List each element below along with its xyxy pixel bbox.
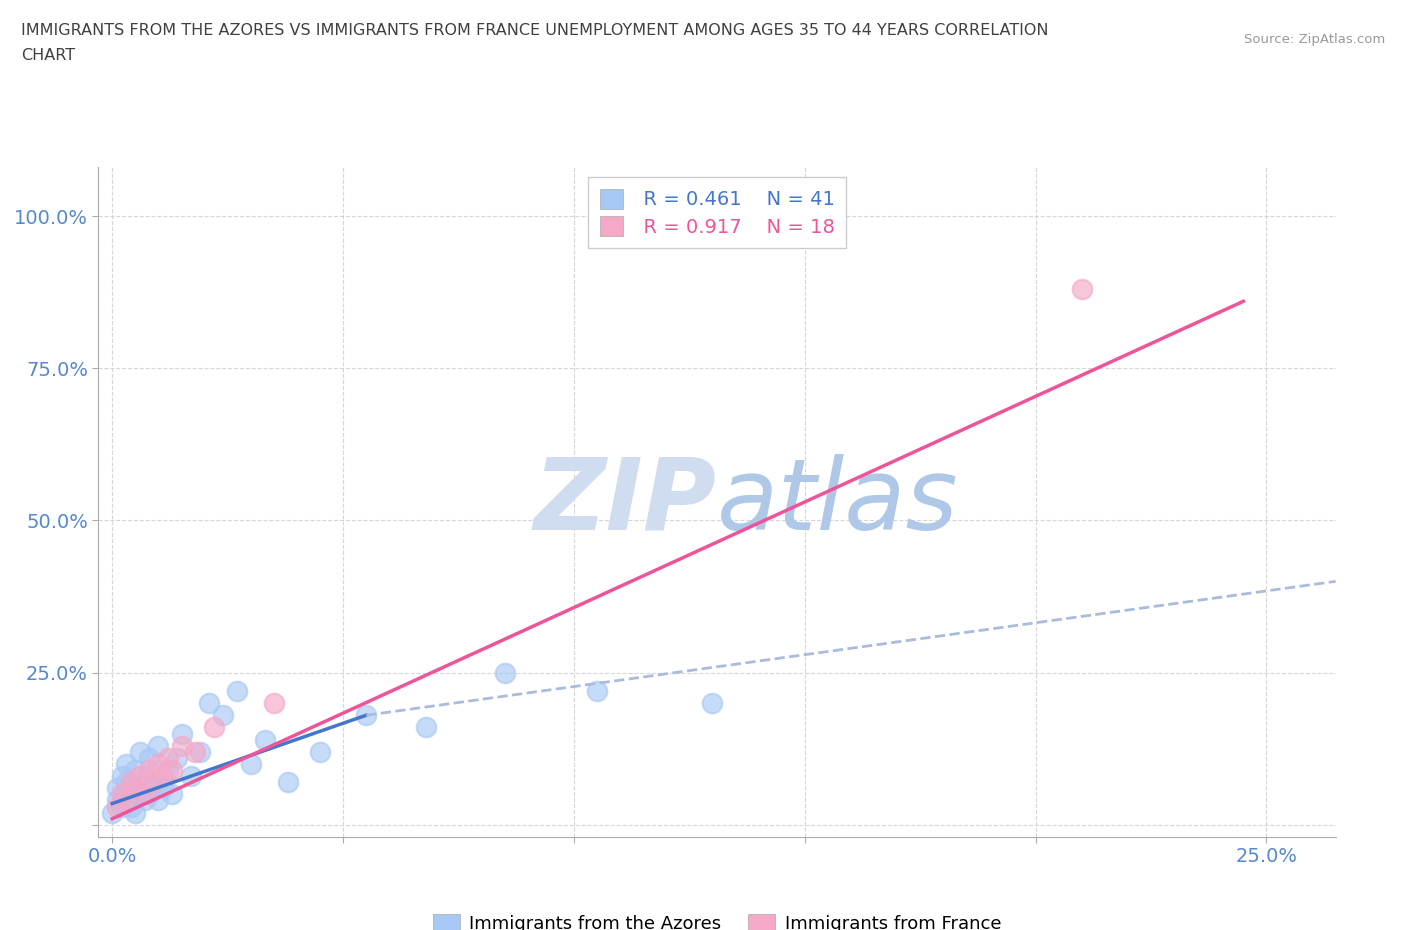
Point [1070, 282, 1092, 297]
Point [134, 793, 156, 808]
Point [110, 799, 132, 814]
Point [134, 787, 156, 802]
Point [120, 775, 142, 790]
Point [180, 769, 202, 784]
Text: atlas: atlas [717, 454, 959, 551]
Point [277, 775, 299, 790]
Point [124, 763, 146, 777]
Point [184, 744, 207, 759]
Point [142, 775, 165, 790]
Point [253, 732, 276, 747]
Point [138, 751, 160, 765]
Point [115, 775, 138, 790]
Point [115, 756, 138, 771]
Point [202, 720, 225, 735]
Point [120, 781, 142, 796]
Point [166, 751, 188, 765]
Point [115, 793, 138, 808]
Point [110, 769, 132, 784]
Point [494, 665, 516, 680]
Point [124, 781, 146, 796]
Point [702, 696, 724, 711]
Point [263, 696, 285, 711]
Point [138, 787, 160, 802]
Text: Source: ZipAtlas.com: Source: ZipAtlas.com [1244, 33, 1385, 46]
Text: ZIP: ZIP [534, 454, 717, 551]
Point [148, 756, 170, 771]
Point [129, 787, 152, 802]
Text: IMMIGRANTS FROM THE AZORES VS IMMIGRANTS FROM FRANCE UNEMPLOYMENT AMONG AGES 35 : IMMIGRANTS FROM THE AZORES VS IMMIGRANTS… [21, 23, 1049, 38]
Point [105, 799, 128, 814]
Point [162, 763, 184, 777]
Point [152, 781, 174, 796]
Point [148, 793, 170, 808]
Point [188, 744, 211, 759]
Point [134, 769, 156, 784]
Point [170, 738, 193, 753]
Point [226, 684, 249, 698]
Point [309, 744, 332, 759]
Point [170, 726, 193, 741]
Point [148, 738, 170, 753]
Point [354, 708, 377, 723]
Point [105, 781, 128, 796]
Point [105, 793, 128, 808]
Point [162, 787, 184, 802]
Point [120, 799, 142, 814]
Point [156, 763, 179, 777]
Point [129, 744, 152, 759]
Point [198, 696, 221, 711]
Point [239, 756, 262, 771]
Point [115, 793, 138, 808]
Point [212, 708, 235, 723]
Point [124, 805, 146, 820]
Point [110, 787, 132, 802]
Point [101, 805, 124, 820]
Point [586, 684, 609, 698]
Point [156, 751, 179, 765]
Point [415, 720, 437, 735]
Point [129, 769, 152, 784]
Text: CHART: CHART [21, 48, 75, 63]
Point [110, 787, 132, 802]
Point [142, 775, 165, 790]
Point [138, 763, 160, 777]
Legend: Immigrants from the Azores, Immigrants from France: Immigrants from the Azores, Immigrants f… [426, 907, 1008, 930]
Point [152, 769, 174, 784]
